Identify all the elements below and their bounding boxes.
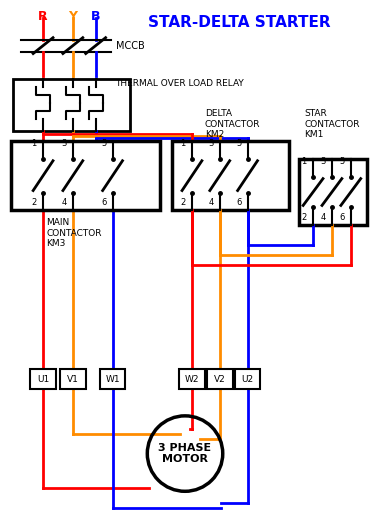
Bar (179, 369, 205, 389)
Text: B: B (91, 10, 100, 23)
Text: W1: W1 (105, 375, 120, 384)
Text: THERMAL OVER LOAD RELAY: THERMAL OVER LOAD RELAY (115, 79, 244, 88)
Text: 5: 5 (339, 157, 344, 166)
Bar (30, 369, 56, 389)
Text: 6: 6 (236, 198, 241, 207)
Text: 1: 1 (302, 157, 307, 166)
Bar (13, 79, 130, 131)
Text: 2: 2 (32, 198, 37, 207)
Text: 5: 5 (101, 139, 106, 148)
Text: STAR
CONTACTOR
KM1: STAR CONTACTOR KM1 (304, 109, 359, 139)
Text: STAR-DELTA STARTER: STAR-DELTA STARTER (148, 15, 331, 30)
Text: MCCB: MCCB (115, 40, 144, 50)
Bar (299, 159, 367, 225)
Text: 4: 4 (320, 213, 326, 222)
Bar (207, 369, 233, 389)
Text: 6: 6 (101, 198, 106, 207)
Text: 4: 4 (61, 198, 67, 207)
Bar (60, 369, 86, 389)
Text: DELTA
CONTACTOR
KM2: DELTA CONTACTOR KM2 (205, 109, 260, 139)
Text: 3: 3 (208, 139, 214, 148)
Text: 6: 6 (339, 213, 344, 222)
Text: Y: Y (68, 10, 77, 23)
Text: R: R (38, 10, 48, 23)
Text: 3: 3 (61, 139, 67, 148)
Text: 3: 3 (320, 157, 326, 166)
Text: U1: U1 (37, 375, 49, 384)
Text: 1: 1 (180, 139, 186, 148)
Text: 3 PHASE
MOTOR: 3 PHASE MOTOR (158, 443, 212, 465)
Bar (235, 369, 261, 389)
Text: 2: 2 (302, 213, 307, 222)
Text: V2: V2 (214, 375, 226, 384)
Text: 1: 1 (32, 139, 37, 148)
Text: 5: 5 (236, 139, 241, 148)
Bar (172, 141, 289, 211)
Text: V1: V1 (67, 375, 79, 384)
Text: MAIN
CONTACTOR
KM3: MAIN CONTACTOR KM3 (46, 218, 102, 248)
Bar (100, 369, 126, 389)
Text: 4: 4 (208, 198, 214, 207)
Bar (11, 141, 160, 211)
Text: U2: U2 (241, 375, 254, 384)
Text: W2: W2 (185, 375, 199, 384)
Text: 2: 2 (180, 198, 186, 207)
